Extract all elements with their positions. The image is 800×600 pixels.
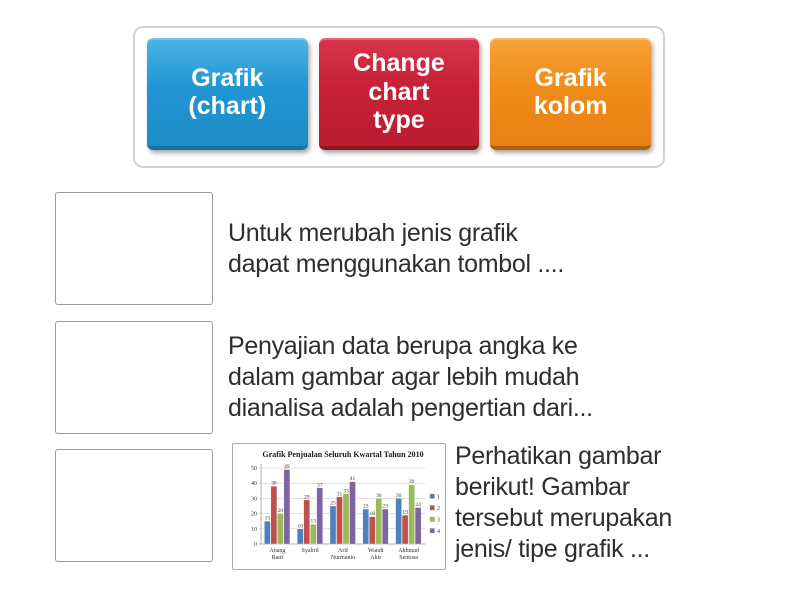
svg-text:23: 23 (363, 504, 369, 510)
svg-text:37: 37 (317, 482, 323, 488)
svg-text:50: 50 (251, 466, 257, 472)
svg-text:15: 15 (265, 516, 271, 522)
drop-zone-2[interactable] (55, 321, 213, 434)
svg-text:19: 19 (402, 510, 408, 516)
svg-text:1: 1 (437, 495, 440, 501)
svg-text:10: 10 (251, 527, 257, 533)
svg-text:Syahril: Syahril (302, 548, 320, 554)
svg-text:Rauf: Rauf (272, 554, 284, 561)
svg-text:33: 33 (343, 488, 349, 494)
svg-text:2: 2 (437, 506, 440, 512)
svg-text:20: 20 (278, 508, 284, 514)
match-row-3: Grafik Penjualan Seluruh Kwartal Tahun 2… (55, 442, 672, 570)
svg-text:0: 0 (254, 542, 257, 548)
svg-text:23: 23 (383, 504, 389, 510)
svg-text:29: 29 (304, 494, 310, 500)
question-text-3: Perhatikan gambar berikut! Gambar terseb… (455, 442, 672, 563)
answer-tile-grafik-chart[interactable]: Grafik (chart) (147, 38, 308, 150)
question-text-1: Untuk merubah jenis grafik dapat menggun… (228, 218, 564, 278)
answer-tile-label: Change chart type (353, 49, 445, 135)
svg-text:30: 30 (376, 493, 382, 499)
svg-text:38: 38 (271, 481, 277, 487)
answers-tray: Grafik (chart) Change chart type Grafik … (133, 26, 665, 168)
drop-zone-1[interactable] (55, 192, 213, 305)
svg-text:39: 39 (409, 479, 415, 485)
question-text-2: Penyajian data berupa angka ke dalam gam… (228, 332, 593, 422)
svg-text:Akir: Akir (370, 555, 381, 561)
svg-text:3: 3 (437, 518, 440, 524)
question-chart-image: Grafik Penjualan Seluruh Kwartal Tahun 2… (232, 443, 446, 570)
svg-text:Grafik Penjualan Seluruh Kwart: Grafik Penjualan Seluruh Kwartal Tahun 2… (262, 450, 423, 459)
svg-text:30: 30 (251, 496, 257, 502)
answer-tile-change-chart-type[interactable]: Change chart type (318, 38, 480, 150)
svg-text:4: 4 (437, 529, 440, 535)
bar-chart: Grafik Penjualan Seluruh Kwartal Tahun 2… (251, 450, 440, 561)
svg-text:24: 24 (415, 502, 421, 508)
svg-text:Wandi: Wandi (368, 548, 384, 554)
drop-zone-3[interactable] (55, 449, 213, 562)
svg-text:13: 13 (310, 519, 316, 525)
svg-text:40: 40 (251, 481, 257, 487)
svg-text:Anang: Anang (269, 548, 285, 554)
svg-text:Sentosa: Sentosa (399, 555, 418, 561)
svg-text:31: 31 (337, 491, 343, 497)
svg-text:25: 25 (330, 501, 336, 507)
svg-text:10: 10 (297, 523, 303, 529)
svg-text:41: 41 (350, 476, 356, 482)
answer-tile-label: Grafik (chart) (188, 63, 267, 121)
svg-text:30: 30 (396, 493, 402, 499)
svg-text:Nurmanto: Nurmanto (331, 555, 355, 561)
svg-text:Akhmad: Akhmad (398, 548, 419, 554)
answer-tile-label: Grafik kolom (533, 63, 608, 121)
svg-text:20: 20 (251, 512, 257, 518)
match-row-2: Penyajian data berupa angka ke dalam gam… (55, 321, 593, 434)
answer-tile-grafik-kolom[interactable]: Grafik kolom (490, 38, 652, 150)
match-row-1: Untuk merubah jenis grafik dapat menggun… (55, 192, 564, 305)
svg-text:18: 18 (370, 511, 376, 517)
svg-text:49: 49 (284, 464, 290, 470)
svg-text:Arif: Arif (338, 547, 348, 554)
